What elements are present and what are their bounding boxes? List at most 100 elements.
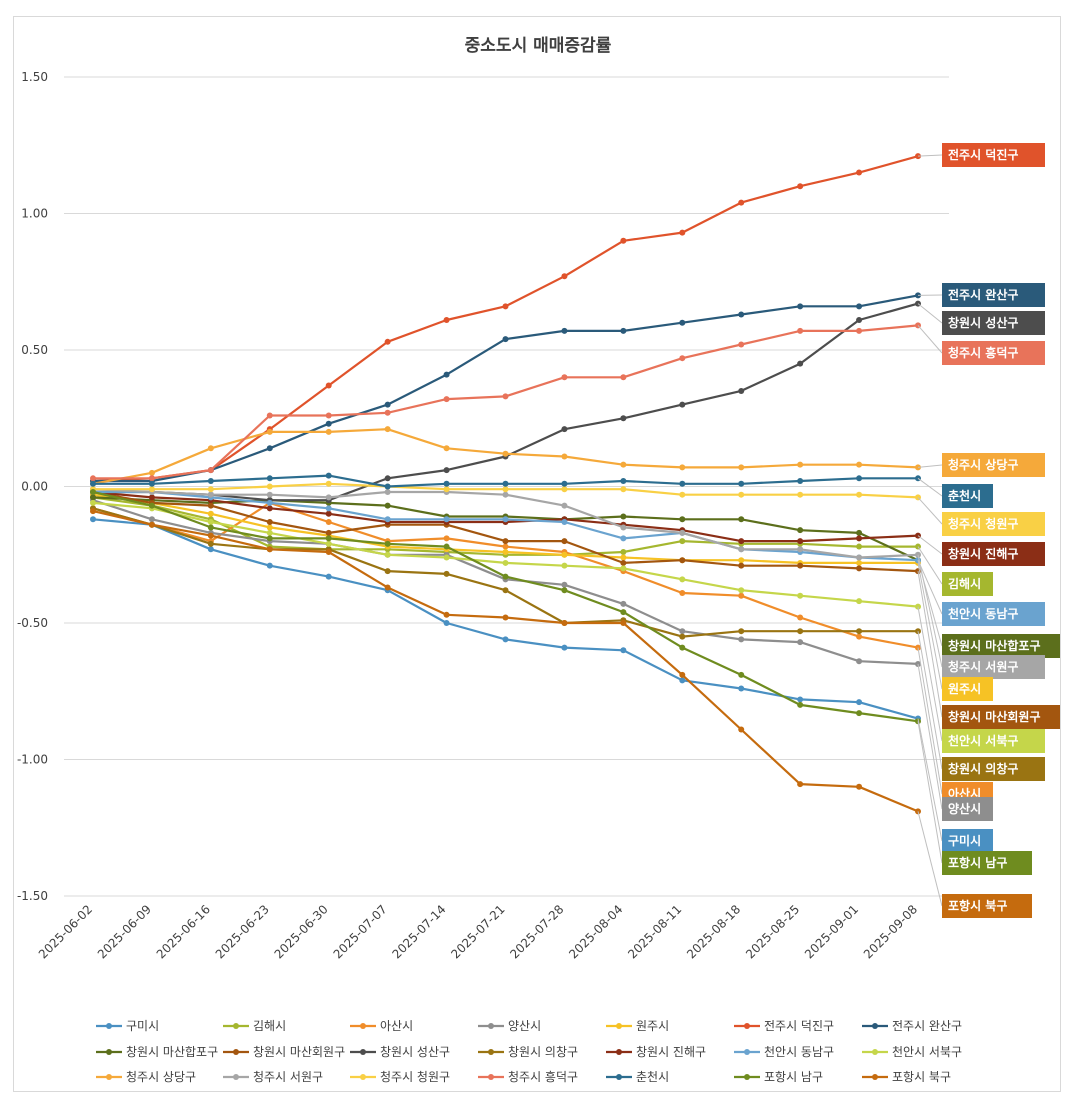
legend-item[interactable]: 창원시 의창구 bbox=[478, 1045, 578, 1059]
end-label-box bbox=[942, 757, 1045, 781]
data-point bbox=[797, 546, 804, 553]
data-point bbox=[502, 587, 509, 594]
end-label-box bbox=[942, 829, 993, 853]
legend-swatch-dot bbox=[233, 1023, 239, 1029]
data-point bbox=[679, 671, 686, 678]
data-point bbox=[207, 532, 214, 539]
data-point bbox=[266, 546, 273, 553]
end-label-box bbox=[942, 143, 1045, 167]
legend-item[interactable]: 포항시 북구 bbox=[862, 1070, 951, 1084]
end-label-box bbox=[942, 894, 1032, 918]
data-point bbox=[502, 573, 509, 580]
legend-item[interactable]: 양산시 bbox=[478, 1019, 541, 1033]
data-point bbox=[502, 636, 509, 643]
legend-item[interactable]: 천안시 동남구 bbox=[734, 1044, 834, 1059]
legend-swatch-dot bbox=[360, 1049, 366, 1055]
data-point bbox=[502, 486, 509, 493]
end-label-box bbox=[942, 542, 1045, 566]
data-point bbox=[620, 565, 627, 572]
end-label-box bbox=[942, 283, 1045, 307]
end-label-box bbox=[942, 311, 1045, 335]
data-point bbox=[443, 554, 450, 561]
x-tick-label: 2025-07-07 bbox=[331, 902, 390, 961]
data-point bbox=[797, 639, 804, 646]
legend-item[interactable]: 청주시 흥덕구 bbox=[478, 1070, 578, 1084]
end-label: 청주시 상당구 bbox=[917, 453, 1045, 477]
data-point bbox=[797, 538, 804, 545]
legend-item[interactable]: 전주시 덕진구 bbox=[734, 1019, 834, 1033]
legend-label: 포항시 북구 bbox=[892, 1070, 951, 1084]
end-label-text: 양산시 bbox=[948, 801, 981, 816]
y-tick-label: -1.50 bbox=[17, 889, 48, 903]
series-청주시 상당구 bbox=[90, 426, 921, 487]
data-point bbox=[856, 529, 863, 536]
data-point bbox=[738, 464, 745, 471]
data-point bbox=[443, 543, 450, 550]
legend-item[interactable]: 천안시 서북구 bbox=[862, 1044, 962, 1059]
data-point bbox=[797, 303, 804, 310]
data-point bbox=[443, 396, 450, 403]
legend-item[interactable]: 청주시 청원구 bbox=[350, 1070, 450, 1084]
data-point bbox=[443, 480, 450, 487]
data-point bbox=[856, 598, 863, 605]
legend-label: 아산시 bbox=[380, 1019, 413, 1033]
data-point bbox=[266, 483, 273, 490]
legend-item[interactable]: 포항시 남구 bbox=[734, 1070, 823, 1084]
leader-line bbox=[917, 535, 943, 555]
data-point bbox=[738, 562, 745, 569]
end-label-box bbox=[942, 797, 993, 821]
legend-item[interactable]: 청주시 상당구 bbox=[96, 1070, 196, 1084]
data-point bbox=[620, 237, 627, 244]
data-point bbox=[679, 644, 686, 651]
legend-label: 청주시 청원구 bbox=[380, 1070, 450, 1084]
data-point bbox=[856, 710, 863, 717]
data-point bbox=[561, 453, 568, 460]
data-point bbox=[738, 480, 745, 487]
legend-item[interactable]: 춘천시 bbox=[606, 1069, 669, 1084]
data-point bbox=[561, 518, 568, 525]
end-label-text: 청주시 상당구 bbox=[948, 457, 1018, 472]
data-point bbox=[738, 199, 745, 206]
end-label: 원주시 bbox=[917, 562, 993, 701]
legend-item[interactable]: 아산시 bbox=[350, 1019, 413, 1033]
end-label-text: 천안시 동남구 bbox=[948, 606, 1018, 621]
data-point bbox=[266, 445, 273, 452]
data-point bbox=[266, 412, 273, 419]
leader-line bbox=[917, 647, 943, 795]
legend-item[interactable]: 청주시 서원구 bbox=[223, 1070, 323, 1084]
end-label: 청주시 서원구 bbox=[917, 554, 1045, 679]
data-point bbox=[856, 633, 863, 640]
legend-item[interactable]: 창원시 마산회원구 bbox=[223, 1045, 345, 1059]
leader-line bbox=[917, 663, 943, 810]
legend-item[interactable]: 창원시 마산합포구 bbox=[96, 1045, 218, 1059]
data-point bbox=[502, 559, 509, 566]
data-point bbox=[856, 461, 863, 468]
end-label-box bbox=[942, 602, 1045, 626]
legend-item[interactable]: 창원시 성산구 bbox=[350, 1045, 450, 1059]
legend-item[interactable]: 전주시 완산구 bbox=[862, 1019, 962, 1033]
data-point bbox=[502, 491, 509, 498]
series-창원시 마산회원구 bbox=[90, 488, 921, 575]
data-point bbox=[148, 469, 155, 476]
data-point bbox=[266, 499, 273, 506]
legend-item[interactable]: 원주시 bbox=[606, 1019, 669, 1033]
legend-item[interactable]: 구미시 bbox=[96, 1019, 159, 1033]
data-point bbox=[207, 445, 214, 452]
data-point bbox=[266, 505, 273, 512]
data-point bbox=[856, 316, 863, 323]
data-point bbox=[384, 409, 391, 416]
data-point bbox=[90, 508, 96, 515]
legend-swatch-dot bbox=[616, 1049, 622, 1055]
data-point bbox=[620, 609, 627, 616]
data-point bbox=[679, 464, 686, 471]
legend-item[interactable]: 김해시 bbox=[223, 1019, 286, 1033]
leader-line bbox=[917, 571, 943, 718]
data-point bbox=[620, 554, 627, 561]
end-label-text: 청주시 흥덕구 bbox=[948, 345, 1018, 360]
legend-item[interactable]: 창원시 진해구 bbox=[606, 1045, 706, 1059]
data-point bbox=[443, 316, 450, 323]
data-point bbox=[679, 516, 686, 523]
end-label-box bbox=[942, 729, 1045, 753]
end-label: 창원시 마산회원구 bbox=[917, 571, 1060, 729]
